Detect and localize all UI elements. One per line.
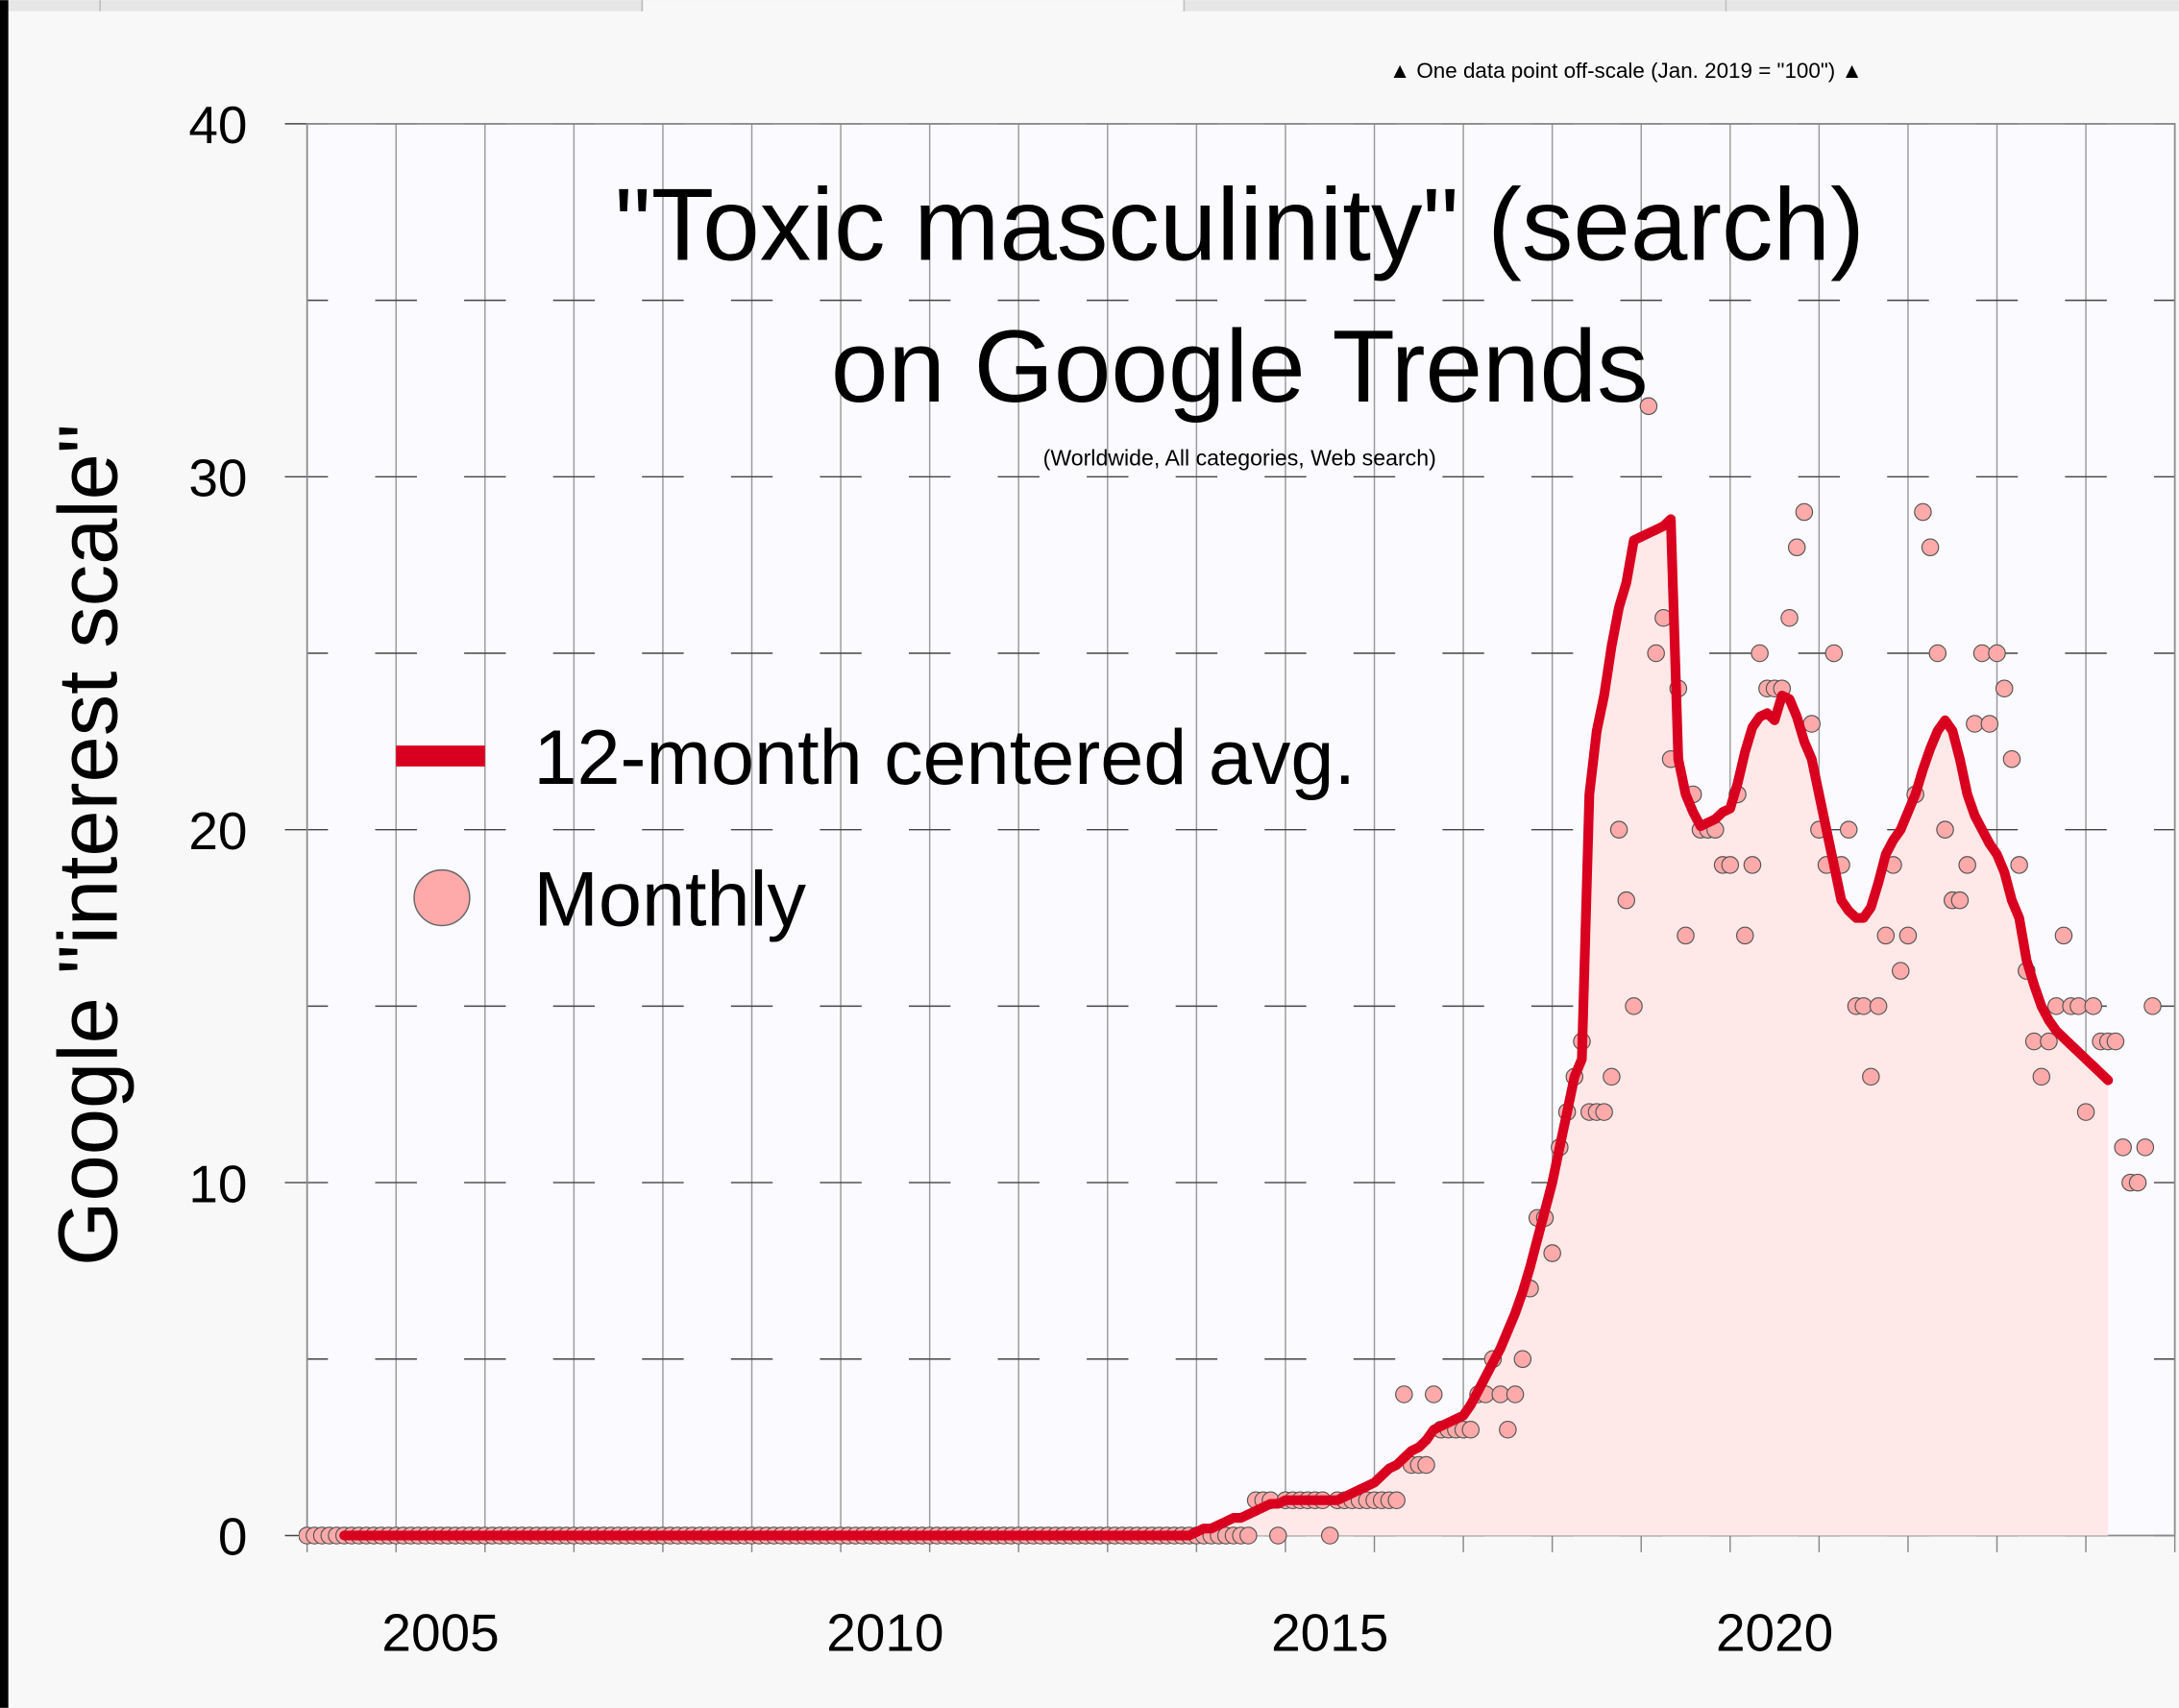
marks xyxy=(298,397,2162,1545)
active-tab xyxy=(643,0,1185,12)
chart-title: on Google Trends xyxy=(831,308,1649,424)
x-tick-label: 2015 xyxy=(1271,1603,1388,1663)
avg-line xyxy=(339,514,2114,1541)
monthly-point xyxy=(2076,1103,2095,1121)
monthly-point xyxy=(1795,502,1814,522)
monthly-point xyxy=(2128,1173,2147,1192)
x-tick-label: 2005 xyxy=(381,1603,499,1663)
monthly-point xyxy=(2040,1032,2058,1051)
monthly-point xyxy=(1936,820,1954,839)
monthly-point xyxy=(1320,1526,1339,1545)
monthly-point xyxy=(2114,1138,2132,1157)
monthly-point xyxy=(2143,997,2162,1015)
y-tick-label: 10 xyxy=(188,1154,247,1213)
legend-label: Monthly xyxy=(533,856,806,942)
monthly-point xyxy=(2084,997,2103,1015)
monthly-point xyxy=(1787,538,1806,557)
annotation: ▲ One data point off-scale (Jan. 2019 = … xyxy=(1389,59,1863,83)
chart-subtitle: (Worldwide, All categories, Web search) xyxy=(1043,446,1436,471)
monthly-point xyxy=(1736,926,1754,945)
monthly-point xyxy=(1609,820,1628,839)
monthly-point xyxy=(1972,644,1992,663)
monthly-point xyxy=(1625,997,1643,1015)
monthly-point xyxy=(1513,1350,1532,1369)
monthly-point xyxy=(1869,997,1888,1015)
monthly-point xyxy=(1966,715,1984,733)
legend-swatch xyxy=(413,868,471,927)
y-tick-label: 0 xyxy=(218,1507,248,1567)
monthly-point xyxy=(2010,856,2028,874)
monthly-point xyxy=(1677,926,1695,945)
monthly-point xyxy=(1506,1385,1525,1403)
monthly-point xyxy=(1721,856,1740,874)
y-axis-label: Google "interest scale" xyxy=(42,424,135,1266)
monthly-point xyxy=(1780,608,1799,627)
monthly-point xyxy=(1461,1420,1481,1439)
monthly-point xyxy=(1595,1103,1613,1121)
y-tick-label: 40 xyxy=(188,95,247,155)
chart-title: "Toxic masculinity" (search) xyxy=(615,167,1865,282)
monthly-point xyxy=(1647,644,1665,663)
monthly-point xyxy=(2002,749,2021,769)
monthly-point xyxy=(2032,1067,2051,1086)
monthly-point xyxy=(2024,1032,2044,1051)
monthly-point xyxy=(2047,997,2066,1015)
left-edge xyxy=(0,0,9,1708)
monthly-point xyxy=(1751,644,1769,663)
monthly-point xyxy=(1839,820,1858,839)
monthly-point xyxy=(1417,1455,1435,1475)
monthly-point xyxy=(1928,644,1947,663)
monthly-point xyxy=(1543,1244,1561,1262)
y-tick-label: 20 xyxy=(188,801,247,861)
monthly-point xyxy=(1862,1067,1880,1086)
y-tick-label: 30 xyxy=(188,449,247,508)
monthly-point xyxy=(1988,644,2006,663)
monthly-point xyxy=(1980,715,1999,733)
legend-label: 12-month centered avg. xyxy=(533,715,1356,801)
avg-area xyxy=(344,519,2109,1536)
monthly-point xyxy=(1898,926,1918,945)
monthly-point xyxy=(2136,1138,2155,1157)
monthly-point xyxy=(2106,1032,2125,1051)
monthly-point xyxy=(1914,502,1932,522)
monthly-point xyxy=(1876,926,1896,945)
monthly-point xyxy=(1617,891,1636,910)
monthly-point xyxy=(1239,1526,1258,1545)
monthly-point xyxy=(1854,997,1873,1015)
monthly-point xyxy=(1958,856,1976,874)
monthly-point xyxy=(1387,1491,1406,1509)
monthly-point xyxy=(1950,891,1970,910)
monthly-point xyxy=(1603,1067,1621,1086)
labels: ▲ One data point off-scale (Jan. 2019 = … xyxy=(42,59,1865,1662)
monthly-point xyxy=(1802,715,1821,733)
x-tick-label: 2010 xyxy=(826,1603,943,1663)
monthly-point xyxy=(1425,1385,1443,1403)
monthly-point xyxy=(1499,1420,1517,1439)
monthly-point xyxy=(2054,926,2073,945)
x-tick-label: 2020 xyxy=(1716,1603,1833,1663)
monthly-point xyxy=(1995,679,2014,697)
monthly-point xyxy=(1921,538,1940,557)
monthly-point xyxy=(2069,997,2088,1015)
monthly-point xyxy=(1824,644,1844,663)
monthly-point xyxy=(1743,856,1762,874)
monthly-point xyxy=(1892,962,1910,980)
monthly-point xyxy=(1639,397,1658,416)
monthly-point xyxy=(1491,1385,1509,1403)
monthly-point xyxy=(1269,1526,1287,1545)
monthly-point xyxy=(1395,1385,1413,1403)
